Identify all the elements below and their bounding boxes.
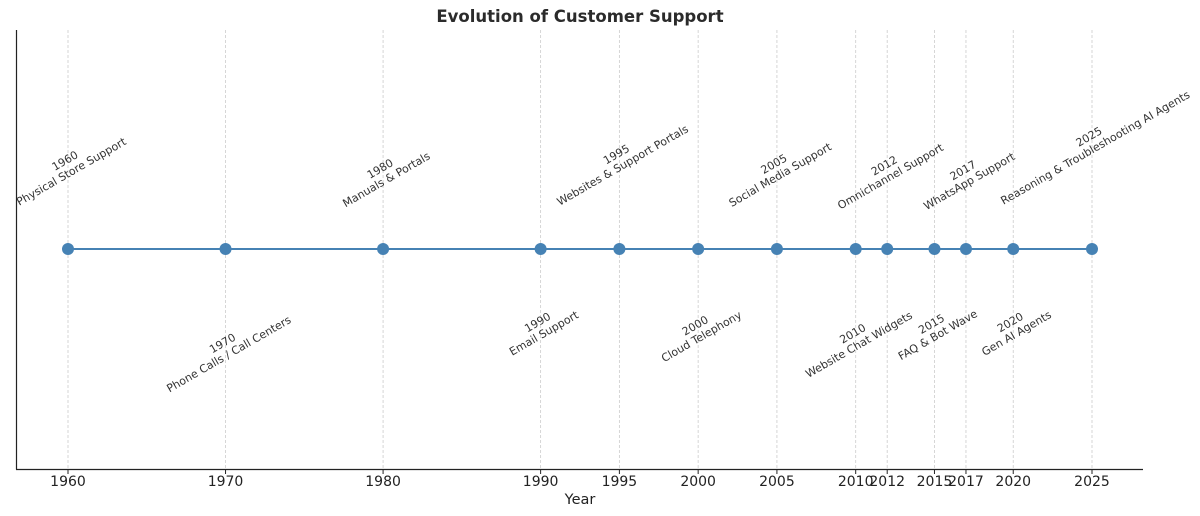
tick-label: 1980 [365, 474, 401, 490]
tick-label: 2010 [838, 474, 874, 490]
event-marker [1086, 243, 1098, 255]
event-description: Phone Calls / Call Centers [164, 313, 293, 395]
event-description: Websites & Support Portals [555, 122, 691, 208]
event-description: Social Media Support [727, 140, 835, 210]
event-description: Physical Store Support [14, 135, 129, 209]
event-marker [881, 243, 894, 255]
event-marker [377, 243, 390, 255]
tick-label: 2020 [995, 474, 1031, 490]
grid-lines [67, 30, 1093, 469]
tick-label: 1960 [50, 474, 86, 490]
tick-label: 2015 [917, 474, 953, 490]
event-marker [959, 243, 972, 255]
event-marker [62, 243, 74, 255]
event-marker [219, 243, 232, 255]
chart-title: Evolution of Customer Support [436, 7, 723, 26]
tick-label: 2025 [1074, 474, 1110, 490]
event-marker [849, 243, 862, 255]
tick-label: 2000 [680, 474, 716, 490]
event-marker [534, 243, 547, 255]
tick-label: 2005 [759, 474, 795, 490]
tick-label: 1990 [523, 474, 559, 490]
event-markers [62, 243, 1098, 255]
event-marker [770, 243, 783, 255]
tick-label: 1995 [602, 474, 638, 490]
event-marker [928, 243, 941, 255]
tick-label: 2012 [869, 474, 905, 490]
tick-label: 1970 [208, 474, 244, 490]
event-marker [1007, 243, 1020, 255]
event-description: Website Chat Widgets [803, 309, 915, 381]
event-marker [692, 243, 705, 255]
axes [15, 30, 1143, 471]
event-description: Reasoning & Troubleshooting AI Agents [999, 88, 1193, 207]
tick-label: 2017 [948, 474, 984, 490]
x-axis-label: Year [564, 492, 596, 508]
event-marker [613, 243, 626, 255]
